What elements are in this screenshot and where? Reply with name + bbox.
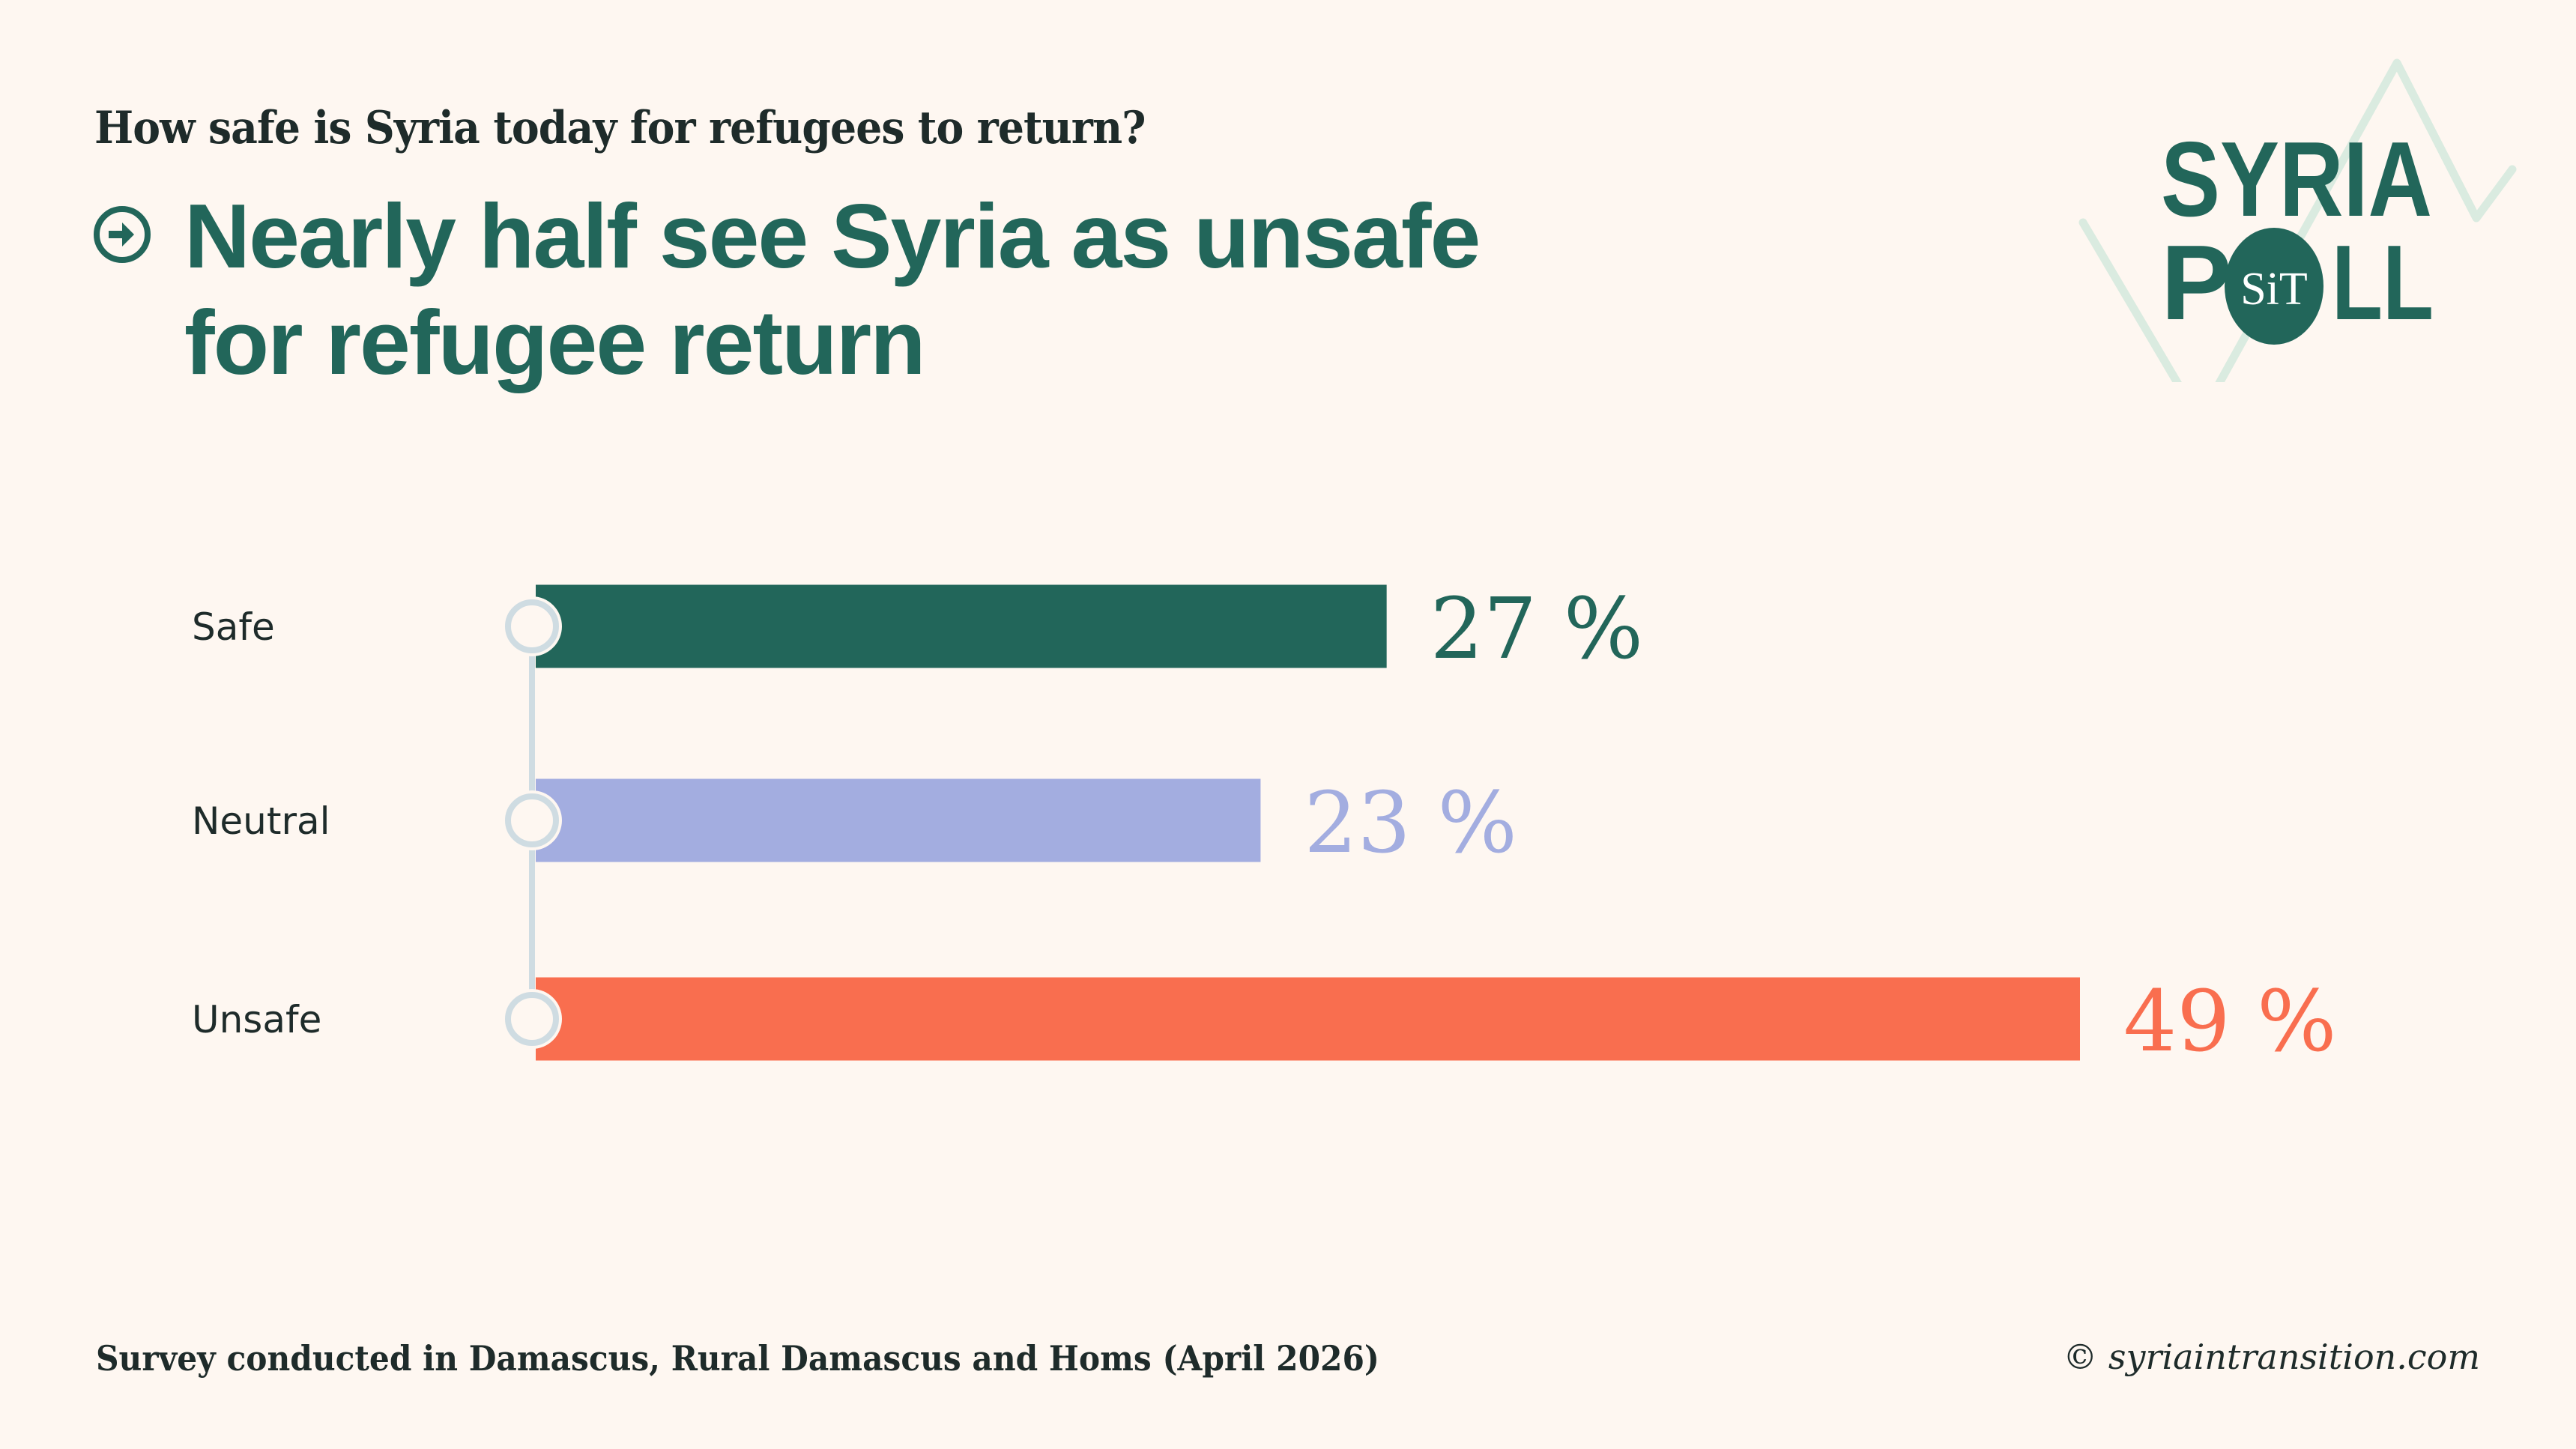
bar-neutral [536, 778, 1261, 862]
category-marker-safe [505, 599, 559, 653]
logo-syria-text: SYRIA [2161, 120, 2432, 239]
category-label-unsafe: Unsafe [192, 998, 321, 1041]
logo-badge-text: SiT [2240, 264, 2308, 315]
copyright-link[interactable]: © syriaintransition.com [2063, 1337, 2480, 1377]
value-label-unsafe: 49 % [2123, 973, 2337, 1071]
logo-badge [2225, 228, 2323, 345]
logo-ll-text: LL [2332, 223, 2434, 342]
category-label-safe: Safe [192, 605, 275, 649]
logo-p-text: P [2161, 223, 2232, 342]
category-marker-neutral [505, 793, 559, 847]
logo-zigzag [2078, 58, 2517, 382]
chart-question: How safe is Syria today for refugees to … [94, 102, 1146, 154]
bar-safe [536, 584, 1387, 668]
arrow-right-circle-icon [94, 206, 151, 263]
headline: Nearly half see Syria as unsafe for refu… [184, 183, 1481, 396]
value-label-neutral: 23 % [1304, 775, 1517, 872]
survey-note: Survey conducted in Damascus, Rural Dama… [96, 1338, 1379, 1379]
bar-unsafe [536, 977, 2080, 1061]
syria-poll-logo: SYRIA P SiT LL [2078, 58, 2517, 382]
category-marker-unsafe [505, 992, 559, 1046]
value-label-safe: 27 % [1430, 581, 1644, 678]
category-label-neutral: Neutral [192, 799, 330, 843]
headline-line-2: for refugee return [184, 291, 926, 393]
headline-line-1: Nearly half see Syria as unsafe [184, 185, 1481, 287]
